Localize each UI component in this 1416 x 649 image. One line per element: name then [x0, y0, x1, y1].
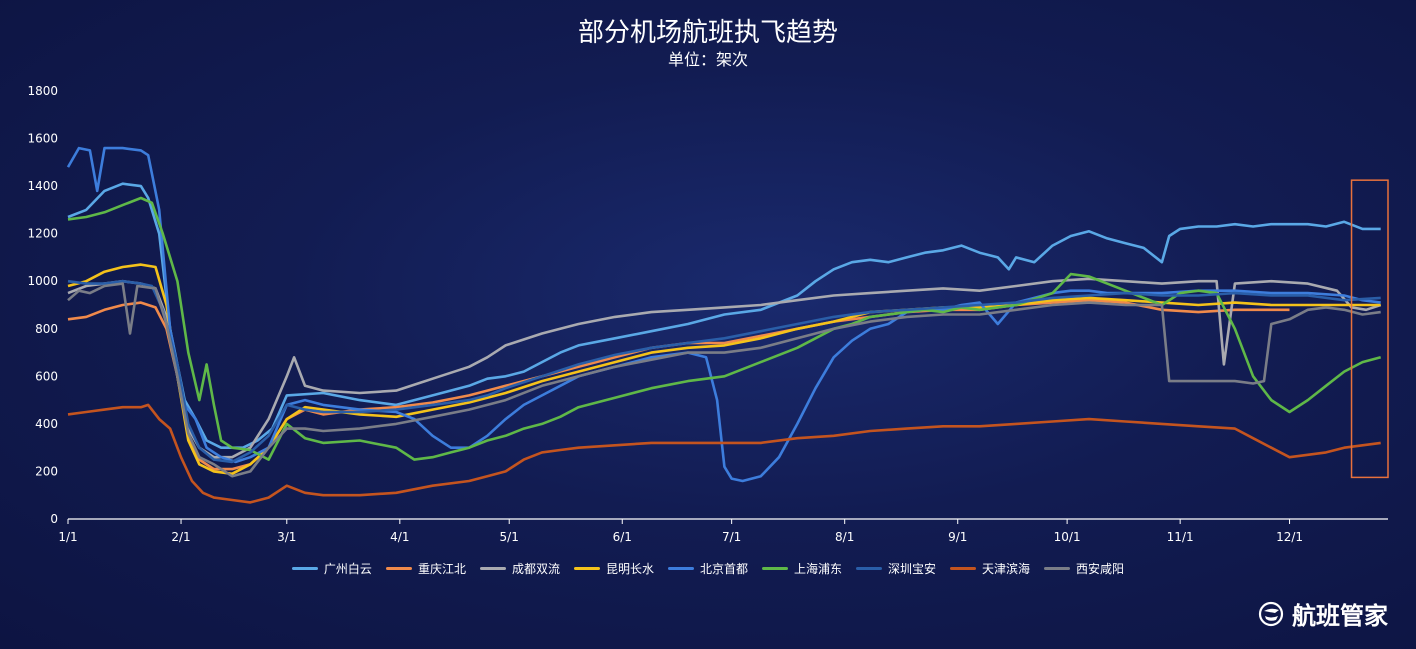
- x-tick-label: 1/1: [58, 530, 77, 544]
- series-line: [67, 279, 1381, 464]
- brand-logo: 航班管家: [1258, 596, 1388, 631]
- x-tick-label: 12/1: [1276, 530, 1303, 544]
- x-tick-label: 8/1: [835, 530, 854, 544]
- x-axis: 1/1 2/1 3/1 4/1 5/1 6/1 7/1 8/1 9/1 10/1 11/1 12/1: [58, 518, 1388, 544]
- legend-swatch: [385, 567, 412, 570]
- y-tick-label: 1000: [27, 274, 58, 288]
- y-tick-label: 1800: [27, 84, 58, 98]
- y-tick-label: 400: [35, 417, 58, 431]
- legend-label: 深圳宝安: [888, 562, 937, 576]
- x-tick-label: 7/1: [722, 530, 741, 544]
- legend-item[interactable]: 西安咸阳: [1044, 560, 1124, 577]
- legend-item[interactable]: 昆明长水: [573, 560, 654, 577]
- legend-label: 昆明长水: [605, 562, 654, 576]
- series-line: [67, 403, 1381, 504]
- legend-label: 上海浦东: [794, 562, 843, 576]
- y-axis: 0 200 400 600 800 1000 1200 1400 1600 1800: [27, 84, 58, 526]
- legend-swatch: [950, 567, 977, 570]
- x-tick-label: 6/1: [613, 530, 632, 544]
- legend-swatch: [762, 567, 788, 570]
- series-lines: [66, 146, 1382, 504]
- legend-label: 西安咸阳: [1076, 562, 1125, 576]
- legend-swatch: [1044, 567, 1071, 570]
- x-tick-label: 11/1: [1167, 530, 1194, 544]
- legend-label: 重庆江北: [417, 562, 466, 576]
- y-tick-label: 1400: [27, 179, 58, 193]
- legend-item[interactable]: 广州白云: [291, 560, 372, 577]
- legend-swatch: [667, 567, 694, 570]
- legend-label: 北京首都: [699, 562, 748, 576]
- x-tick-label: 3/1: [277, 530, 296, 544]
- legend-item[interactable]: 上海浦东: [762, 560, 842, 577]
- x-tick-label: 4/1: [390, 530, 409, 544]
- legend-swatch: [856, 567, 883, 570]
- legend: 广州白云 重庆江北 成都双流 昆明长水 北京首都 上海浦东 深圳宝安 天津滨海 西安咸阳: [0, 560, 1416, 577]
- y-tick-label: 200: [35, 464, 58, 478]
- legend-swatch: [479, 567, 506, 570]
- legend-item[interactable]: 成都双流: [479, 560, 560, 577]
- airplane-globe-icon: [1258, 601, 1284, 626]
- y-tick-label: 600: [35, 369, 58, 383]
- legend-item[interactable]: 重庆江北: [385, 560, 466, 577]
- y-tick-label: 1200: [27, 227, 58, 241]
- legend-label: 广州白云: [323, 562, 372, 576]
- y-tick-label: 1600: [27, 132, 58, 146]
- series-line: [67, 282, 1381, 478]
- legend-swatch: [573, 567, 600, 570]
- brand-name: 航班管家: [1292, 602, 1388, 630]
- series-line: [67, 196, 1382, 461]
- x-tick-label: 10/1: [1054, 530, 1081, 544]
- x-tick-label: 9/1: [948, 530, 967, 544]
- x-tick-label: 2/1: [171, 530, 190, 544]
- legend-item[interactable]: 天津滨海: [950, 560, 1030, 577]
- legend-item[interactable]: 北京首都: [667, 560, 748, 577]
- x-tick-label: 5/1: [500, 530, 519, 544]
- legend-label: 成都双流: [511, 562, 560, 576]
- y-tick-label: 0: [50, 512, 58, 526]
- legend-label: 天津滨海: [982, 562, 1031, 576]
- series-line: [67, 182, 1381, 450]
- highlight-box: [1350, 179, 1389, 479]
- legend-item[interactable]: 深圳宝安: [856, 560, 936, 577]
- y-tick-label: 800: [35, 322, 58, 336]
- legend-swatch: [291, 567, 318, 570]
- chart-subtitle: 单位：架次: [667, 50, 748, 69]
- chart-title: 部分机场航班执飞趋势: [577, 18, 838, 48]
- series-line: [67, 277, 1382, 459]
